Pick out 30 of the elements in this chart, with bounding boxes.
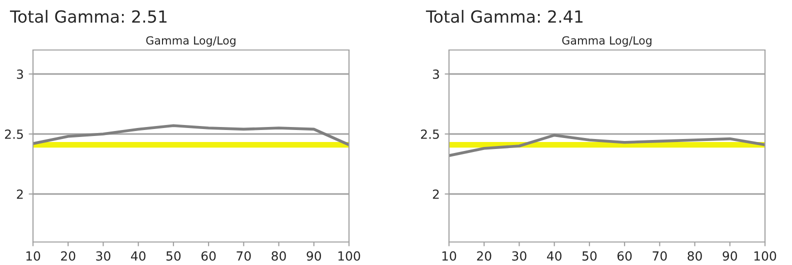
x-tick-label: 40	[130, 251, 146, 261]
y-tick-label: 3	[16, 69, 23, 79]
x-tick-label: 100	[338, 251, 360, 261]
x-tick-label: 50	[166, 251, 181, 261]
x-tick-label: 80	[272, 251, 286, 261]
y-tick-label: 2.5	[421, 129, 439, 139]
y-tick-label: 2	[16, 189, 23, 199]
x-tick-label: 50	[582, 251, 597, 261]
x-tick-label: 80	[688, 251, 702, 261]
chart-title: Total Gamma: 2.51	[10, 10, 167, 23]
y-tick-label: 2.5	[5, 129, 23, 139]
x-tick-label: 70	[236, 251, 251, 261]
x-tick-label: 10	[26, 251, 40, 261]
x-tick-label: 30	[96, 251, 110, 261]
y-tick-label: 2	[432, 189, 439, 199]
x-tick-label: 90	[306, 251, 322, 261]
x-tick-label: 90	[722, 251, 738, 261]
x-tick-label: 30	[512, 251, 526, 261]
chart-subtitle: Gamma Log/Log	[146, 36, 236, 47]
x-tick-label: 10	[442, 251, 456, 261]
x-tick-label: 70	[652, 251, 667, 261]
x-tick-label: 40	[546, 251, 562, 261]
x-tick-label: 60	[617, 251, 632, 261]
x-tick-label: 60	[201, 251, 216, 261]
chart-title: Total Gamma: 2.41	[426, 10, 583, 23]
x-tick-label: 20	[477, 251, 492, 261]
chart-subtitle: Gamma Log/Log	[562, 36, 652, 47]
x-tick-label: 20	[61, 251, 76, 261]
y-tick-label: 3	[432, 69, 439, 79]
x-tick-label: 100	[754, 251, 776, 261]
